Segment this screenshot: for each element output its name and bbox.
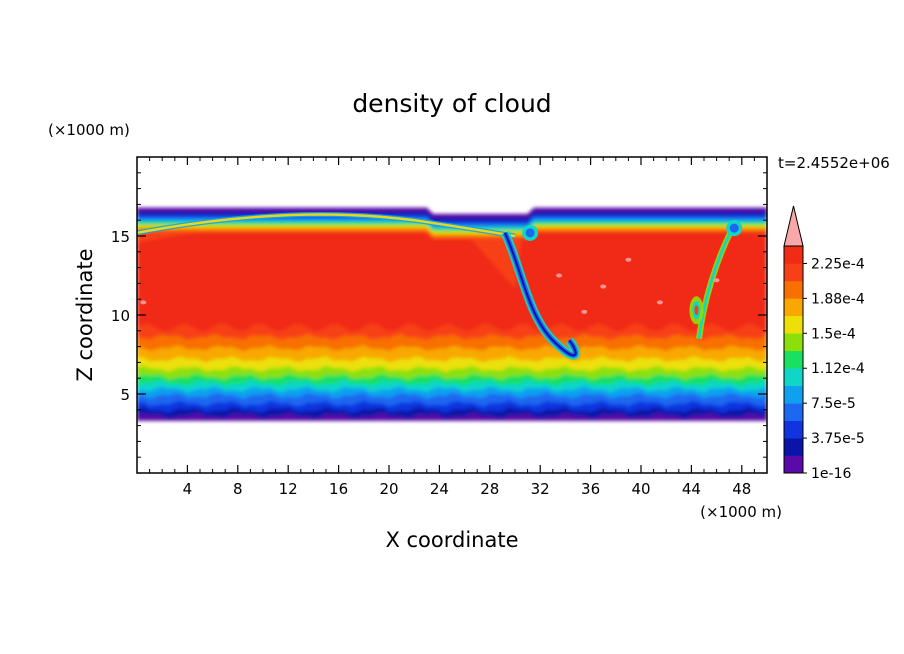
x-tick-label: 20 bbox=[379, 480, 398, 498]
curl-west-inner bbox=[525, 228, 535, 238]
x-tick-label: 32 bbox=[531, 480, 550, 498]
colorbar-label: 7.5e-5 bbox=[811, 396, 856, 412]
x-tick-label: 28 bbox=[480, 480, 499, 498]
x-tick-label: 36 bbox=[581, 480, 600, 498]
peak-spot bbox=[556, 273, 563, 278]
colorbar-label: 1.12e-4 bbox=[811, 361, 865, 377]
x-tick-label: 4 bbox=[183, 480, 193, 498]
x-axis-label: X coordinate bbox=[385, 528, 518, 552]
colorbar-swatch bbox=[784, 455, 803, 474]
y-axis-ticks: 5 10 15 bbox=[111, 172, 767, 458]
colorbar: 2.25e-4 1.88e-4 1.5e-4 1.12e-4 7.5e-5 3.75e-5… bbox=[783, 205, 865, 482]
colorbar-swatch bbox=[784, 298, 803, 317]
x-tick-label: 48 bbox=[732, 480, 751, 498]
y-tick-label: 10 bbox=[111, 307, 130, 325]
colorbar-frame bbox=[783, 245, 804, 474]
colorbar-label: 1.88e-4 bbox=[811, 291, 865, 307]
x-axis-unit: (×1000 m) bbox=[700, 503, 782, 521]
contour-field bbox=[137, 207, 767, 421]
peak-spot bbox=[581, 309, 588, 314]
colorbar-label: 1e-16 bbox=[811, 466, 851, 482]
x-tick-label: 44 bbox=[682, 480, 701, 498]
colorbar-label: 2.25e-4 bbox=[811, 256, 865, 272]
x-tick-label: 8 bbox=[233, 480, 243, 498]
colorbar-swatch bbox=[784, 333, 803, 352]
x-tick-label: 12 bbox=[279, 480, 298, 498]
band-level-12 bbox=[137, 232, 767, 332]
dome-edge-inner bbox=[137, 213, 516, 238]
filament-core bbox=[503, 232, 577, 357]
chart-title: density of cloud bbox=[352, 89, 551, 118]
y-tick-label: 15 bbox=[111, 228, 130, 246]
colorbar-extend-arrow bbox=[783, 205, 804, 247]
colorbar-swatch bbox=[784, 403, 803, 421]
curl-east-inner bbox=[729, 223, 739, 233]
peak-spot bbox=[625, 257, 632, 262]
peak-spot bbox=[600, 284, 607, 289]
peak-spot bbox=[140, 300, 147, 305]
colorbar-swatch bbox=[784, 385, 803, 404]
x-tick-label: 16 bbox=[329, 480, 348, 498]
colorbar-swatch bbox=[784, 263, 803, 282]
x-tick-label: 40 bbox=[631, 480, 650, 498]
vortex-core bbox=[694, 305, 699, 316]
colorbar-swatch bbox=[784, 350, 803, 369]
colorbar-label: 3.75e-5 bbox=[811, 431, 865, 447]
colorbar-swatch bbox=[784, 438, 803, 456]
y-axis-label: Z coordinate bbox=[73, 248, 97, 381]
colorbar-label: 1.5e-4 bbox=[811, 326, 856, 342]
peak-spot bbox=[713, 278, 720, 283]
colorbar-swatch bbox=[784, 315, 803, 334]
colorbar-swatch bbox=[784, 246, 803, 264]
x-axis-ticks: 4 8 12 16 20 24 28 32 36 40 44 48 bbox=[149, 157, 755, 498]
y-axis-unit: (×1000 m) bbox=[48, 121, 130, 139]
peak-spot bbox=[656, 300, 663, 305]
y-tick-label: 5 bbox=[120, 386, 130, 404]
colorbar-swatch bbox=[784, 368, 803, 386]
colorbar-swatch bbox=[784, 420, 803, 439]
colorbar-swatch bbox=[784, 280, 803, 299]
x-tick-label: 24 bbox=[430, 480, 449, 498]
time-label: t=2.4552e+06 bbox=[778, 154, 890, 172]
east-branch-core bbox=[697, 229, 733, 339]
